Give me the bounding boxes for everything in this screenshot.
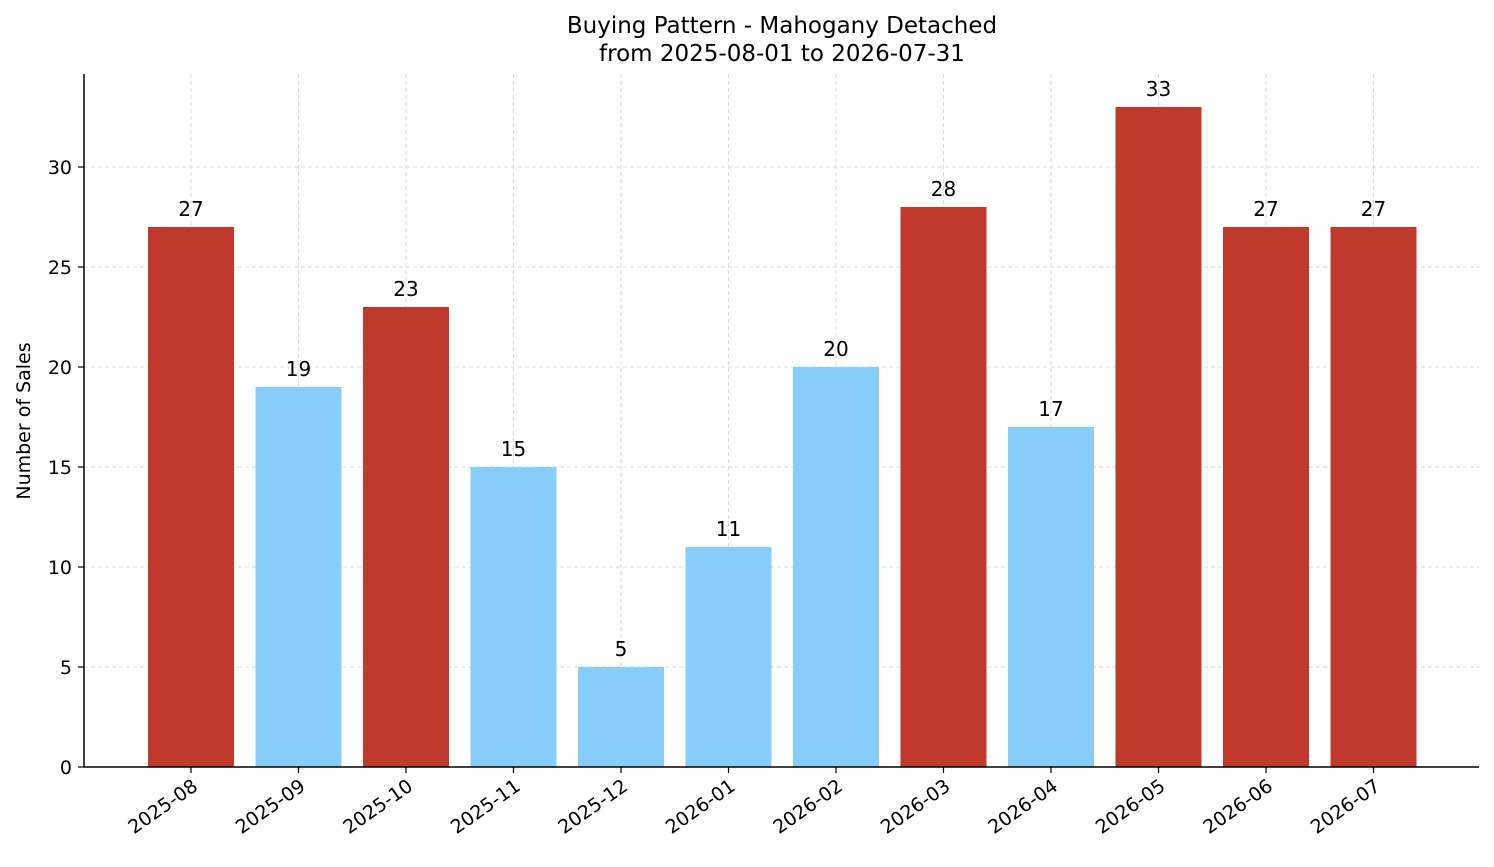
data-label-2026-02: 20 (823, 337, 848, 361)
bar-2026-03 (900, 207, 987, 767)
data-label-2026-04: 17 (1038, 397, 1063, 421)
x-tick-label-2025-10: 2025-10 (339, 775, 417, 839)
bar-2025-11 (470, 467, 557, 767)
y-tick-label: 5 (60, 657, 72, 679)
data-label-2025-09: 19 (286, 357, 311, 381)
x-tick-label-2026-04: 2026-04 (984, 775, 1062, 839)
y-axis-label: Number of Sales (13, 342, 35, 499)
data-label-2026-06: 27 (1253, 197, 1278, 221)
x-tick-label-2025-09: 2025-09 (232, 775, 310, 839)
data-label-2025-08: 27 (178, 197, 203, 221)
axes-layer (83, 74, 1479, 768)
bar-2026-06 (1223, 227, 1309, 767)
bar-2026-04 (1008, 427, 1094, 767)
x-tick-label-2026-07: 2026-07 (1307, 775, 1385, 839)
x-tick-label-2026-05: 2026-05 (1092, 775, 1170, 839)
data-label-2026-01: 11 (716, 517, 741, 541)
x-tick-label-2025-11: 2025-11 (447, 775, 525, 839)
data-label-2025-10: 23 (393, 277, 418, 301)
y-tick-label: 10 (48, 557, 72, 579)
bars-layer (148, 107, 1417, 767)
y-tick-label: 25 (48, 257, 72, 279)
data-label-2025-11: 15 (501, 437, 526, 461)
y-tick-label: 15 (48, 457, 72, 479)
x-tick-label-2026-03: 2026-03 (877, 775, 955, 839)
bar-2025-09 (255, 387, 342, 767)
bar-2026-02 (793, 367, 879, 767)
data-label-2026-05: 33 (1146, 77, 1171, 101)
data-label-2026-07: 27 (1361, 197, 1386, 221)
data-labels-layer: 27 19 23 15 5 11 20 28 17 33 27 27 (178, 77, 1386, 661)
bar-2025-12 (578, 667, 664, 767)
data-label-2026-03: 28 (931, 177, 956, 201)
x-tick-label-2025-08: 2025-08 (124, 775, 202, 839)
data-label-2025-12: 5 (615, 637, 628, 661)
bar-2025-10 (363, 307, 449, 767)
bar-2026-07 (1330, 227, 1417, 767)
bar-2026-05 (1115, 107, 1202, 767)
bar-2025-08 (148, 227, 234, 767)
chart-title: Buying Pattern - Mahogany Detached (567, 13, 997, 39)
x-tick-label-2025-12: 2025-12 (554, 775, 632, 839)
x-tick-label-2026-06: 2026-06 (1199, 775, 1277, 839)
x-tick-label-2026-01: 2026-01 (662, 775, 740, 839)
x-tick-label-2026-02: 2026-02 (769, 775, 847, 839)
chart-subtitle: from 2025-08-01 to 2026-07-31 (599, 41, 965, 67)
y-tick-label: 20 (48, 357, 72, 379)
y-tick-label: 0 (60, 757, 72, 779)
bar-2026-01 (685, 547, 772, 767)
y-tick-label: 30 (48, 157, 72, 179)
